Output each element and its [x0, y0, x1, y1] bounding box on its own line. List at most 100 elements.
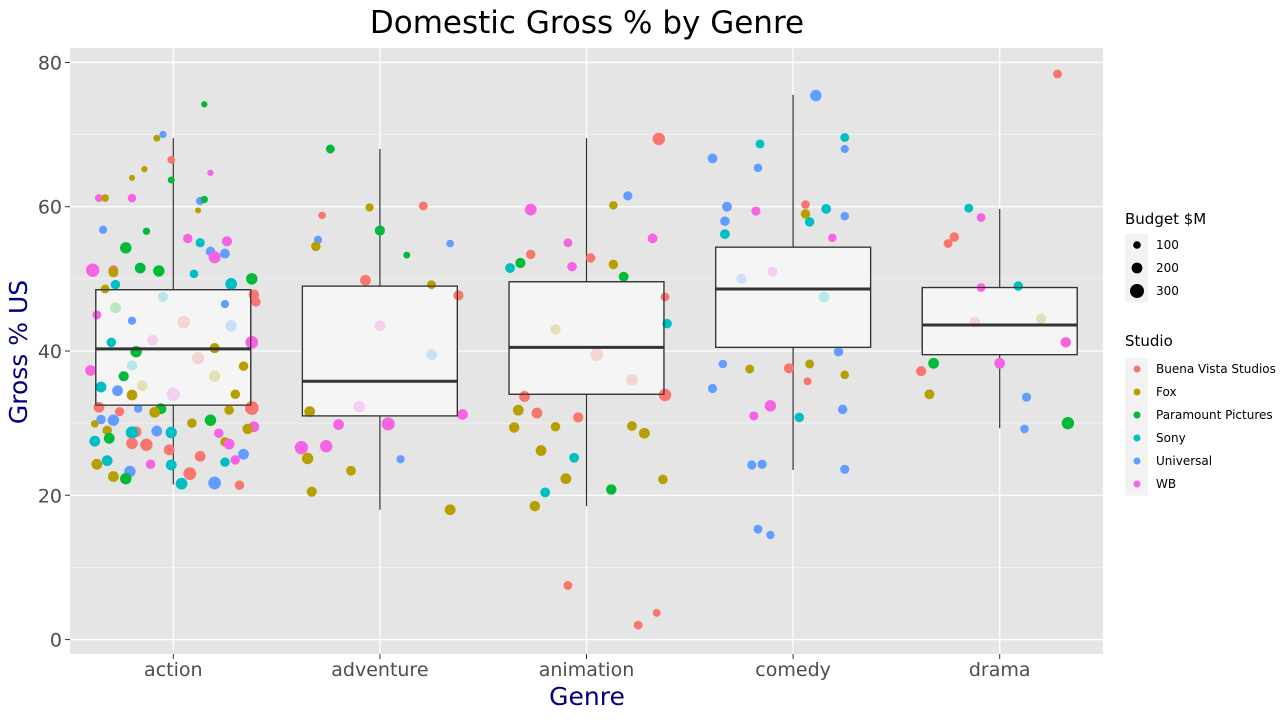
data-point	[524, 203, 537, 216]
data-point	[225, 278, 238, 290]
y-tick-label: 80	[38, 52, 62, 74]
color-legend-label: Universal	[1156, 454, 1212, 468]
data-point	[1061, 416, 1075, 430]
data-point-in-box	[126, 360, 138, 371]
data-point	[118, 371, 129, 382]
point-layer	[85, 69, 1075, 630]
data-point	[606, 484, 617, 495]
data-point	[90, 420, 99, 428]
data-point	[508, 422, 520, 433]
x-tick-label: adventure	[331, 659, 428, 681]
data-point	[220, 457, 230, 467]
color-legend-dot	[1133, 480, 1141, 488]
data-point	[623, 191, 633, 201]
data-point	[163, 444, 175, 456]
chart-title: Domestic Gross % by Genre	[370, 5, 804, 41]
data-point	[301, 452, 314, 465]
data-point	[652, 608, 661, 617]
data-point	[333, 419, 344, 430]
data-point	[707, 153, 718, 164]
data-point	[165, 459, 177, 471]
data-point	[101, 194, 109, 202]
data-point	[608, 259, 619, 270]
data-point	[707, 383, 718, 394]
data-point	[837, 404, 848, 415]
data-point	[444, 504, 456, 516]
data-point	[246, 273, 258, 285]
data-point	[374, 225, 385, 236]
data-point	[134, 262, 146, 274]
data-point	[98, 225, 108, 234]
data-point	[747, 460, 757, 470]
data-point	[245, 335, 259, 349]
data-point	[107, 471, 119, 482]
axis-layer: 0 20 40 60 80 action adventure animation comedy d…	[38, 52, 1031, 681]
data-point	[801, 200, 810, 209]
data-point	[96, 414, 106, 425]
data-point-in-box	[177, 315, 190, 329]
data-point	[1013, 281, 1024, 291]
data-point-in-box	[550, 324, 561, 335]
data-point-in-box	[191, 352, 205, 365]
data-point	[304, 406, 316, 417]
data-point	[427, 280, 436, 290]
size-legend-dot	[1130, 284, 1144, 298]
data-point	[662, 318, 672, 329]
data-point-in-box	[590, 348, 604, 361]
data-point	[92, 310, 102, 320]
data-point	[175, 477, 188, 490]
cloud-layer	[95, 246, 1078, 417]
data-point	[230, 455, 241, 465]
data-point	[805, 359, 815, 369]
data-point-in-box	[157, 291, 169, 302]
data-point	[110, 279, 121, 290]
data-point	[195, 207, 202, 214]
data-point	[107, 414, 120, 426]
data-point	[319, 440, 333, 453]
data-point	[525, 249, 536, 260]
data-point	[183, 233, 193, 244]
data-point	[234, 480, 245, 490]
data-point	[753, 524, 763, 534]
data-point	[766, 530, 775, 540]
data-point	[647, 233, 658, 244]
data-point	[1060, 337, 1072, 348]
data-point	[609, 200, 618, 210]
data-point	[311, 241, 321, 252]
size-legend-dot	[1133, 241, 1141, 249]
box-iqr	[921, 286, 1078, 356]
data-point	[418, 201, 428, 211]
data-point	[93, 401, 105, 413]
data-point	[221, 236, 233, 247]
data-point	[187, 418, 197, 428]
data-point	[85, 365, 97, 376]
color-legend-label: Fox	[1156, 385, 1177, 399]
data-point	[125, 426, 139, 439]
data-point	[120, 242, 132, 254]
box-iqr	[508, 281, 665, 395]
data-point	[134, 404, 143, 413]
data-point	[1020, 424, 1029, 434]
data-point	[718, 359, 728, 369]
data-point	[128, 174, 135, 181]
data-point	[159, 130, 167, 139]
data-point	[457, 409, 468, 420]
data-point	[204, 414, 217, 426]
data-point	[976, 213, 986, 222]
data-point	[126, 437, 138, 450]
data-point	[994, 357, 1006, 369]
data-point	[585, 253, 596, 263]
y-axis-title: Gross % US	[4, 280, 33, 424]
data-point	[569, 452, 580, 463]
data-point	[242, 423, 253, 435]
data-point	[804, 217, 815, 227]
box-iqr	[715, 246, 872, 348]
data-point-in-box	[166, 387, 180, 401]
data-point-in-box	[136, 380, 148, 392]
data-point	[764, 400, 777, 412]
data-point	[928, 357, 939, 369]
data-point-in-box	[374, 320, 386, 332]
data-point	[529, 500, 541, 512]
data-point	[195, 238, 205, 248]
color-legend-dot	[1133, 388, 1141, 396]
